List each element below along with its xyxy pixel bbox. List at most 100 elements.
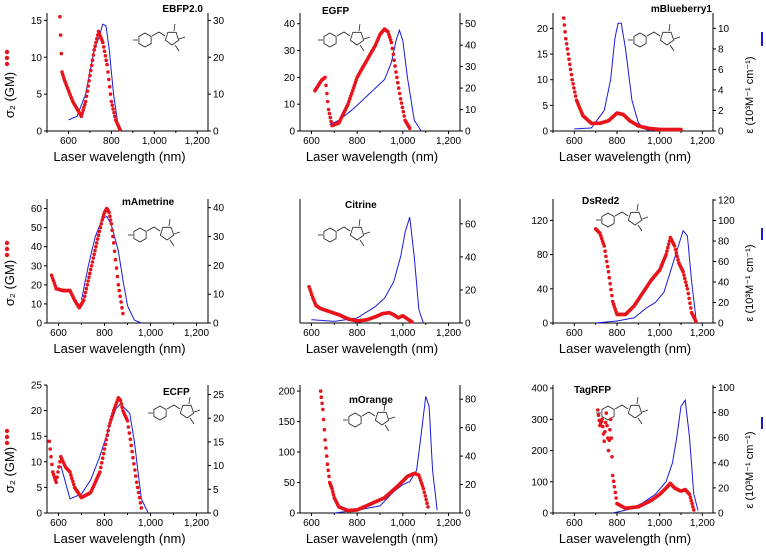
tpa-point	[101, 451, 106, 456]
x-tick-label: 600	[303, 518, 320, 529]
tpa-point	[111, 107, 115, 111]
tpa-point	[609, 436, 614, 440]
tpa-point	[92, 48, 96, 52]
tpa-point	[86, 84, 90, 88]
tpa-point	[115, 274, 120, 279]
tpa-point	[570, 77, 574, 82]
tpa-point	[111, 241, 116, 245]
tpa-point	[389, 40, 394, 45]
tpa-point	[103, 442, 108, 447]
tpa-point	[327, 111, 332, 116]
tpa-point	[139, 506, 144, 510]
tpa-point	[399, 101, 404, 105]
tpa-point	[106, 70, 110, 74]
x-tick-label: 1,200	[436, 328, 461, 339]
chromophore-structure	[318, 23, 371, 52]
tpa-point	[685, 287, 690, 291]
left-legend-dots-row3	[4, 428, 10, 446]
y-right-tick-label: 6	[718, 65, 724, 76]
y-right-tick-label: 40	[465, 41, 477, 52]
x-tick-label: 1,200	[436, 518, 461, 529]
chromophore-structure	[628, 23, 681, 52]
x-tick-label: 800	[609, 518, 626, 529]
tpa-point	[321, 417, 326, 422]
tpa-series	[596, 408, 696, 512]
tpa-point	[326, 468, 331, 473]
tpa-point	[688, 301, 692, 306]
panel-title: DsRed2	[582, 196, 620, 207]
tpa-point	[564, 36, 568, 41]
x-axis-label: Laser wavelength (nm)	[559, 341, 691, 356]
tpa-point	[691, 505, 695, 509]
y-left-tick-label: 300	[531, 415, 548, 426]
y-left-tick-label: 5	[36, 90, 42, 101]
y-right-tick-label: 20	[465, 480, 477, 491]
absorption-line	[574, 22, 652, 132]
x-tick-label: 600	[566, 136, 583, 147]
left-axis-label-row1: σ₂ (GM)	[2, 72, 17, 118]
tpa-point	[425, 501, 429, 506]
tpa-point	[84, 94, 89, 99]
chromophore-structure	[318, 218, 371, 247]
tpa-point	[49, 454, 53, 459]
tpa-point	[133, 468, 137, 472]
tpa-point	[135, 485, 140, 490]
x-tick-label: 800	[103, 136, 120, 147]
tpa-point	[96, 233, 101, 237]
tpa-point	[113, 114, 117, 119]
tpa-point	[324, 446, 328, 450]
x-axis-label: Laser wavelength (nm)	[559, 149, 691, 164]
tpa-point	[98, 225, 103, 230]
y-right-tick-label: 10	[213, 90, 225, 101]
tpa-point	[118, 127, 122, 132]
y-left-tick-label: 200	[531, 446, 548, 457]
x-tick-label: 1,200	[184, 518, 209, 529]
y-left-tick-label: 5	[542, 101, 548, 112]
tpa-point	[107, 85, 112, 89]
tpa-point	[422, 490, 427, 495]
tpa-point	[566, 52, 570, 56]
y-right-tick-label: 2	[718, 106, 724, 117]
tpa-point	[99, 461, 104, 465]
tpa-series	[58, 14, 122, 132]
tpa-point	[82, 298, 86, 302]
tpa-point	[683, 280, 688, 284]
tpa-point	[682, 273, 686, 277]
chromophore-structure	[128, 218, 181, 247]
tpa-point	[57, 465, 61, 469]
tpa-point	[84, 286, 89, 291]
y-right-tick-label: 25	[213, 390, 225, 401]
chromophore-structure	[133, 23, 186, 52]
y-left-tick-label: 200	[278, 387, 295, 398]
tpa-point	[664, 252, 668, 257]
absorption-line	[60, 403, 149, 514]
x-tick-label: 1,200	[690, 328, 715, 339]
tpa-point	[564, 42, 569, 46]
tpa-point	[85, 283, 90, 287]
x-tick-label: 1,200	[436, 136, 461, 147]
tpa-point	[102, 49, 107, 54]
tpa-point	[331, 492, 336, 497]
tpa-point	[674, 251, 679, 255]
chromophore-structure	[596, 396, 649, 425]
y-left-tick-label: 10	[537, 75, 549, 86]
tpa-point	[101, 45, 106, 49]
tpa-point	[54, 480, 58, 485]
tpa-point	[134, 480, 139, 485]
tpa-point	[326, 107, 331, 112]
tpa-point	[102, 447, 107, 451]
tpa-point	[86, 279, 90, 283]
tpa-point	[94, 241, 99, 245]
tpa-point	[569, 72, 574, 77]
tpa-point	[112, 249, 117, 254]
tpa-point	[323, 438, 327, 442]
x-tick-label: 1,000	[647, 136, 672, 147]
tpa-point	[611, 479, 616, 484]
tpa-point	[134, 474, 138, 478]
tpa-point	[401, 109, 406, 114]
tpa-point	[70, 476, 74, 481]
panel-morange: 600 800 1,000 1,200 0 50 100 150 200 0 20 40 60 80 Las…	[278, 385, 477, 546]
x-axis-label: Laser wavelength (nm)	[306, 149, 438, 164]
